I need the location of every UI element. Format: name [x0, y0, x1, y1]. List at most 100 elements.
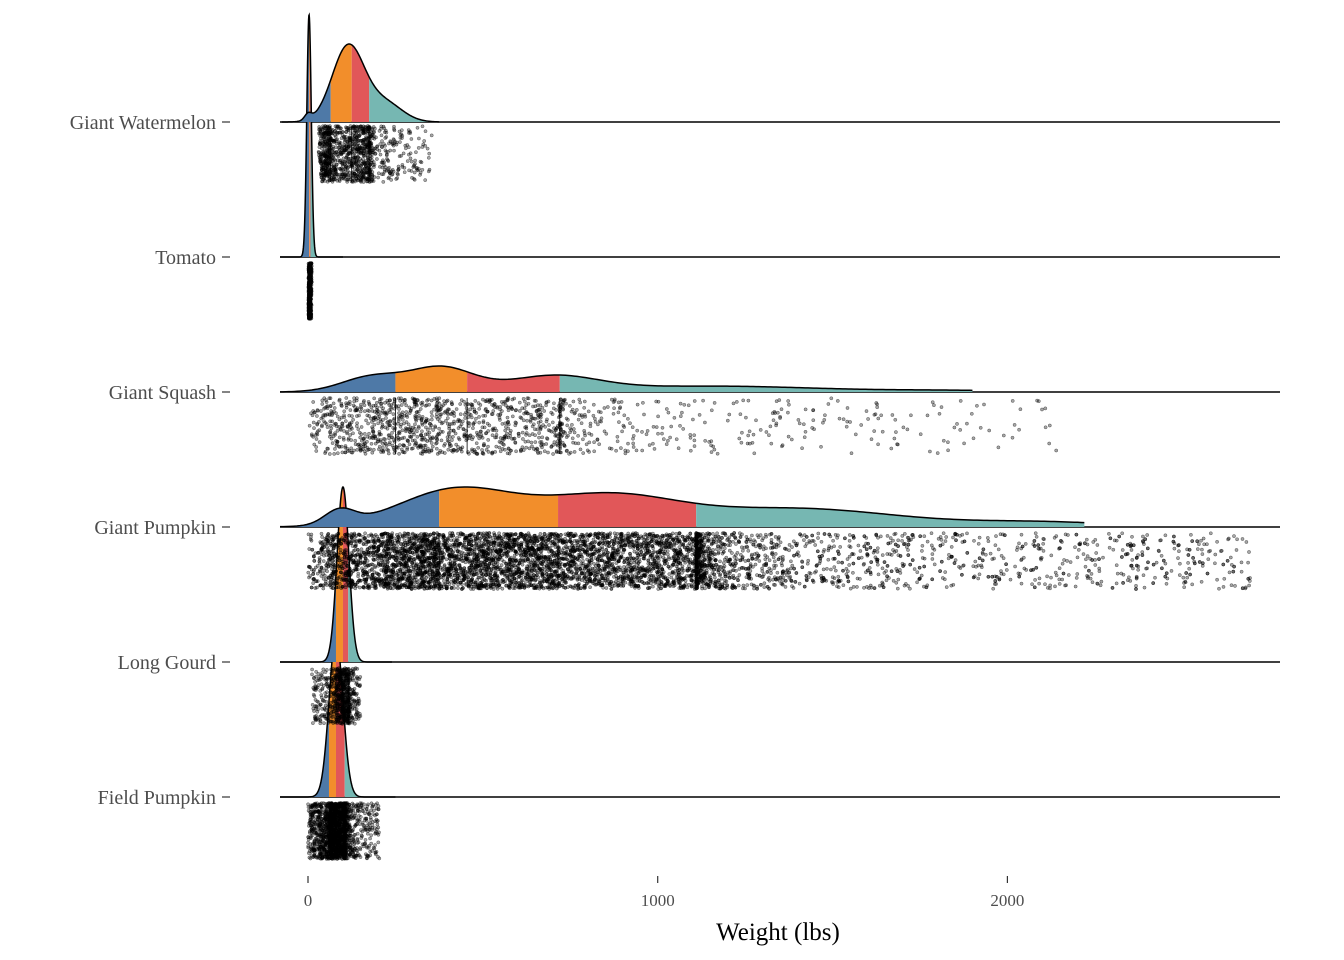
rain-point — [331, 401, 336, 406]
rain-point — [634, 448, 639, 453]
rain-point — [1012, 423, 1017, 427]
rain-point — [412, 170, 417, 175]
rain-point — [709, 450, 714, 454]
rain-point — [669, 424, 674, 429]
rain-point — [397, 407, 401, 411]
rain-point — [656, 414, 660, 419]
quartile-segment — [335, 487, 343, 662]
rain-point — [1107, 531, 1111, 536]
rain-point — [335, 440, 340, 444]
rain-point — [422, 139, 427, 143]
rain-point — [565, 423, 570, 428]
rain-point — [399, 128, 404, 133]
rain-point — [317, 131, 321, 136]
rain-point — [468, 413, 473, 417]
rain-point — [672, 415, 677, 420]
rain-point — [329, 176, 334, 181]
rain-point — [322, 160, 327, 164]
rain-point — [803, 429, 808, 434]
rain-point — [801, 422, 806, 427]
rain-point — [535, 412, 540, 417]
rain-point — [341, 172, 346, 176]
rain-point — [651, 441, 655, 446]
rain-point — [524, 445, 529, 450]
rain-point — [419, 433, 423, 438]
rain-point — [787, 402, 791, 407]
rain-point — [391, 412, 396, 416]
rain-point — [1073, 545, 1077, 550]
rain-point — [333, 150, 337, 155]
rain-point — [746, 433, 751, 438]
rain-point — [455, 448, 460, 452]
rain-point — [527, 446, 532, 451]
rain-point — [338, 126, 343, 131]
rain-point — [576, 417, 581, 422]
rain-point — [311, 434, 316, 439]
rain-point — [597, 442, 602, 447]
rain-point — [570, 422, 574, 427]
rain-point — [346, 424, 351, 428]
rain-point — [471, 426, 475, 431]
rain-point — [631, 433, 636, 438]
rain-point — [501, 436, 505, 441]
rain-point — [982, 402, 986, 407]
rain-point — [1047, 423, 1052, 428]
rain-point — [593, 419, 598, 424]
rain-point — [454, 407, 459, 411]
rain-point — [429, 441, 434, 445]
rain-point — [844, 424, 849, 429]
rain-point — [338, 158, 343, 163]
rain-point — [384, 153, 389, 158]
rain-point — [478, 434, 483, 439]
rain-point — [321, 413, 326, 418]
rain-giant-watermelon — [316, 124, 434, 184]
rain-point — [359, 138, 363, 143]
rain-point — [506, 420, 511, 424]
rain-point — [395, 171, 400, 176]
rain-point — [386, 176, 391, 181]
rain-point — [376, 171, 381, 176]
rain-point — [738, 412, 743, 417]
rain-point — [764, 430, 769, 434]
rain-point — [449, 443, 453, 448]
rain-point — [429, 410, 434, 415]
rain-point — [486, 450, 491, 454]
rain-point — [359, 425, 364, 429]
rain-point — [431, 428, 436, 432]
quartile-segment — [280, 372, 396, 392]
rain-point — [413, 158, 417, 163]
rain-point — [390, 431, 394, 435]
rain-point — [356, 170, 361, 175]
rain-point — [535, 446, 539, 451]
rain-point — [487, 423, 492, 428]
rain-point — [363, 167, 368, 171]
rain-point — [339, 424, 344, 428]
rain-point — [434, 415, 439, 419]
rain-point — [498, 418, 502, 422]
rain-point — [450, 438, 454, 442]
rain-point — [731, 401, 736, 406]
rain-point — [345, 430, 349, 434]
rain-point — [721, 561, 726, 565]
rain-point — [360, 146, 365, 151]
rain-point — [676, 446, 681, 451]
rain-point — [928, 449, 932, 454]
rain-point — [365, 179, 370, 183]
rain-point — [520, 445, 525, 450]
rain-point — [325, 179, 330, 184]
rain-point — [666, 438, 670, 443]
rain-point — [969, 411, 974, 416]
rain-point — [321, 135, 326, 140]
rain-point — [796, 418, 801, 422]
rain-point — [418, 170, 423, 175]
rain-point — [402, 170, 407, 175]
rain-point — [542, 449, 547, 454]
rain-point — [918, 432, 923, 437]
rain-point — [565, 448, 569, 453]
rain-point — [355, 408, 359, 413]
rain-point — [680, 410, 684, 415]
rain-point — [354, 124, 359, 129]
rain-point — [328, 396, 333, 401]
rain-point — [762, 585, 767, 589]
rain-point — [359, 547, 364, 552]
